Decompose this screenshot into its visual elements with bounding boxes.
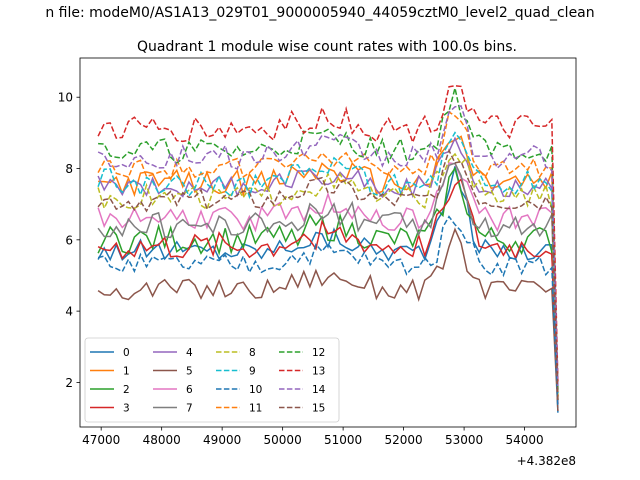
legend-label-0: 0: [123, 347, 130, 359]
x-tick-label: 53000: [445, 433, 483, 447]
y-tick-label: 10: [58, 91, 73, 105]
legend-box: [84, 337, 340, 423]
x-tick-label: 50000: [264, 433, 302, 447]
legend-label-3: 3: [123, 403, 130, 415]
series-line-14: [97, 105, 559, 387]
legend-label-7: 7: [186, 403, 193, 415]
series-line-3: [97, 178, 559, 404]
legend-label-9: 9: [249, 366, 256, 378]
series-line-6: [97, 162, 559, 404]
axes: 47000 48000 49000 50000 51000 52000 53000 54000…: [58, 57, 577, 447]
x-tick-label: 54000: [505, 433, 543, 447]
series-line-15: [97, 148, 559, 401]
legend-label-1: 1: [123, 366, 130, 378]
y-tick-label: 4: [65, 305, 73, 319]
x-tick-label: 48000: [143, 433, 181, 447]
figure-suptitle: n file: modeM0/AS1A13_029T01_9000005940_…: [45, 5, 594, 21]
series-line-5: [97, 227, 559, 412]
y-tick-label: 6: [65, 233, 73, 247]
x-tick-label: 49000: [203, 433, 241, 447]
x-tick-label: 47000: [82, 433, 120, 447]
legend-label-14: 14: [312, 384, 326, 396]
series-line-12: [98, 87, 559, 390]
x-tick-label: 52000: [385, 433, 423, 447]
legend-label-5: 5: [186, 366, 193, 378]
legend-label-15: 15: [312, 403, 325, 415]
legend-label-2: 2: [123, 384, 130, 396]
y-tick-label: 2: [65, 376, 73, 390]
series-line-9: [97, 131, 559, 394]
legend-label-10: 10: [249, 384, 262, 396]
series-line-11: [97, 110, 559, 397]
x-offset-label: +4.382e8: [517, 454, 576, 468]
series-line-2: [97, 166, 559, 401]
series-line-7: [97, 162, 559, 401]
series-line-8: [97, 152, 559, 397]
legend-label-4: 4: [186, 347, 193, 359]
legend-label-12: 12: [312, 347, 325, 359]
plot-area: [97, 85, 559, 413]
legend-label-6: 6: [186, 384, 193, 396]
axes-frame: [79, 57, 577, 428]
chart-title: Quadrant 1 module wise count rates with …: [137, 39, 517, 55]
series-line-13: [97, 85, 559, 383]
legend-label-11: 11: [249, 403, 262, 415]
legend-label-8: 8: [249, 347, 256, 359]
legend-label-13: 13: [312, 366, 325, 378]
x-tick-label: 51000: [324, 433, 362, 447]
series-line-4: [97, 136, 559, 394]
y-tick-label: 8: [65, 162, 73, 176]
